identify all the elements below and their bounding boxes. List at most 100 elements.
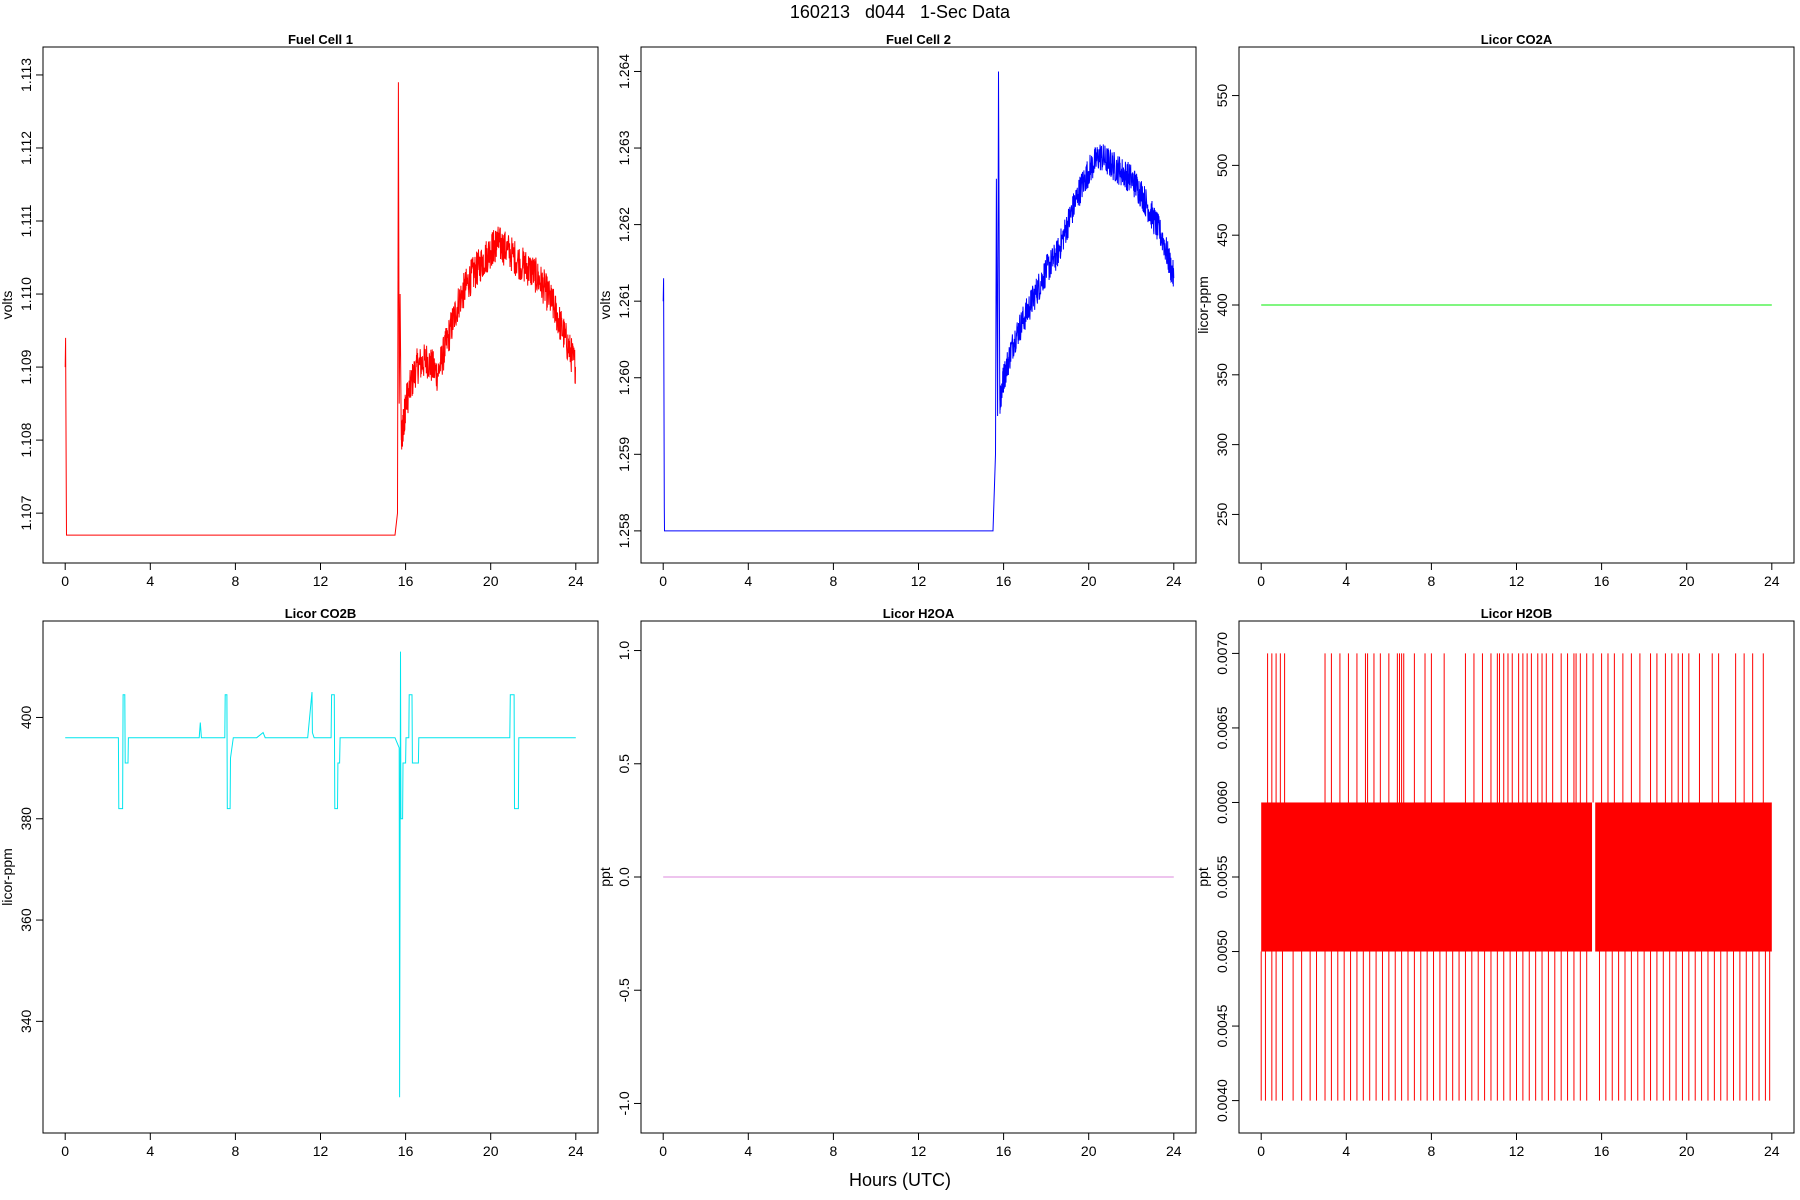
x-tick-label: 20 xyxy=(1081,573,1097,589)
chart-panel-3: Licor CO2A licor-ppm 0 4 8 12 16 20 24 250 300 350 4… xyxy=(1195,32,1795,589)
x-tick-label: 12 xyxy=(911,573,927,589)
x-tick-label: 4 xyxy=(744,1143,752,1159)
y-axis-label: ppt xyxy=(1195,867,1211,887)
x-tick-label: 20 xyxy=(483,1143,499,1159)
y-tick-label: 1.113 xyxy=(18,58,34,92)
x-tick-label: 24 xyxy=(1764,1143,1780,1159)
x-tick-label: 24 xyxy=(1166,1143,1182,1159)
x-tick-label: 20 xyxy=(483,573,499,589)
y-tick-label: 0.0065 xyxy=(1214,706,1230,749)
panel-title: Licor CO2B xyxy=(285,606,357,621)
y-tick-label: 0.0070 xyxy=(1214,632,1230,675)
x-tick-label: 12 xyxy=(911,1143,927,1159)
plot-frame xyxy=(42,46,599,564)
y-tick-label: 0.0045 xyxy=(1214,1004,1230,1047)
x-tick-label: 16 xyxy=(398,1143,414,1159)
y-tick-label: 250 xyxy=(1214,503,1230,527)
x-tick-label: 16 xyxy=(1594,573,1610,589)
x-tick-label: 12 xyxy=(1509,1143,1525,1159)
y-tick-label: 1.111 xyxy=(18,204,34,237)
y-tick-label: 1.107 xyxy=(18,495,34,530)
y-tick-label: 1.260 xyxy=(616,360,632,395)
y-tick-label: 0.5 xyxy=(616,754,632,774)
x-tick-label: 4 xyxy=(146,573,154,589)
y-tick-label: 400 xyxy=(18,706,34,730)
x-tick-label: 4 xyxy=(1342,573,1350,589)
x-tick-label: 16 xyxy=(398,573,414,589)
y-tick-label: 500 xyxy=(1214,153,1230,177)
x-tick-label: 8 xyxy=(1428,1143,1436,1159)
y-tick-label: 360 xyxy=(18,908,34,932)
x-tick-label: 0 xyxy=(1257,573,1265,589)
x-tick-label: 12 xyxy=(1509,573,1525,589)
x-tick-label: 12 xyxy=(313,1143,329,1159)
y-tick-label: 450 xyxy=(1214,223,1230,247)
x-tick-label: 8 xyxy=(830,1143,838,1159)
panel-title: Licor H2OB xyxy=(1481,606,1553,621)
x-tick-label: 8 xyxy=(1428,573,1436,589)
x-tick-label: 20 xyxy=(1081,1143,1097,1159)
figure-title: 160213 d044 1-Sec Data xyxy=(789,2,1011,22)
y-axis-label: licor-ppm xyxy=(0,848,15,906)
chart-panel-5: Licor H2OA ppt 0 4 8 12 16 20 24 -1.0 -0.5 0.0 0.5 1.… xyxy=(597,606,1197,1159)
y-tick-label: 1.264 xyxy=(616,54,632,89)
x-tick-label: 8 xyxy=(232,573,240,589)
x-tick-label: 8 xyxy=(232,1143,240,1159)
y-tick-label: 0.0055 xyxy=(1214,855,1230,898)
y-tick-label: 1.259 xyxy=(616,437,632,472)
y-tick-label: 400 xyxy=(1214,293,1230,317)
y-axis-label: volts xyxy=(0,291,15,320)
data-line xyxy=(65,651,576,1098)
y-axis-label: ppt xyxy=(597,867,613,887)
x-tick-label: 20 xyxy=(1679,573,1695,589)
panel-title: Fuel Cell 1 xyxy=(288,32,353,47)
y-tick-label: 300 xyxy=(1214,433,1230,457)
y-tick-label: 550 xyxy=(1214,84,1230,108)
x-tick-label: 0 xyxy=(61,573,69,589)
x-tick-label: 0 xyxy=(659,1143,667,1159)
chart-panel-6: Licor H2OB ppt 0 4 8 12 16 20 24 0.0040 0.0045 0.00… xyxy=(1195,606,1795,1159)
plot-frame xyxy=(640,46,1197,564)
y-tick-label: 1.258 xyxy=(616,513,632,548)
y-tick-label: 0.0 xyxy=(616,867,632,887)
x-tick-label: 16 xyxy=(1594,1143,1610,1159)
y-tick-label: 1.108 xyxy=(18,422,34,457)
data-band xyxy=(1595,802,1772,952)
y-tick-label: 1.262 xyxy=(616,207,632,242)
panel-title: Licor H2OA xyxy=(883,606,955,621)
plot-frame xyxy=(42,620,599,1134)
x-tick-label: 24 xyxy=(568,1143,584,1159)
x-tick-label: 0 xyxy=(659,573,667,589)
x-tick-label: 0 xyxy=(1257,1143,1265,1159)
panel-title: Licor CO2A xyxy=(1481,32,1553,47)
x-tick-label: 24 xyxy=(1764,573,1780,589)
y-tick-label: 1.110 xyxy=(18,277,34,311)
y-tick-label: 0.0040 xyxy=(1214,1079,1230,1122)
chart-panel-2: Fuel Cell 2 volts 0 4 8 12 16 20 24 1.258 1.259 1.2… xyxy=(597,32,1197,589)
x-tick-label: 0 xyxy=(61,1143,69,1159)
y-tick-label: 1.0 xyxy=(616,641,632,661)
data-line xyxy=(662,71,1175,532)
y-axis-label: licor-ppm xyxy=(1195,276,1211,334)
y-axis-label: volts xyxy=(597,291,613,320)
y-tick-label: 1.109 xyxy=(18,349,34,384)
chart-panel-4: Licor CO2B licor-ppm 0 4 8 12 16 20 24 340 360 380 4… xyxy=(0,606,599,1159)
data-band xyxy=(1261,802,1593,952)
y-tick-label: 380 xyxy=(18,807,34,831)
x-tick-label: 16 xyxy=(996,1143,1012,1159)
data-line xyxy=(64,82,577,536)
x-tick-label: 4 xyxy=(146,1143,154,1159)
x-tick-label: 4 xyxy=(1342,1143,1350,1159)
y-tick-label: 350 xyxy=(1214,363,1230,387)
y-tick-label: 0.0050 xyxy=(1214,930,1230,973)
panel-title: Fuel Cell 2 xyxy=(886,32,951,47)
x-tick-label: 8 xyxy=(830,573,838,589)
x-tick-label: 16 xyxy=(996,573,1012,589)
x-tick-label: 24 xyxy=(568,573,584,589)
y-tick-label: 1.263 xyxy=(616,130,632,165)
x-tick-label: 24 xyxy=(1166,573,1182,589)
y-tick-label: -0.5 xyxy=(616,978,632,1002)
y-tick-label: 340 xyxy=(18,1009,34,1033)
x-tick-label: 4 xyxy=(744,573,752,589)
